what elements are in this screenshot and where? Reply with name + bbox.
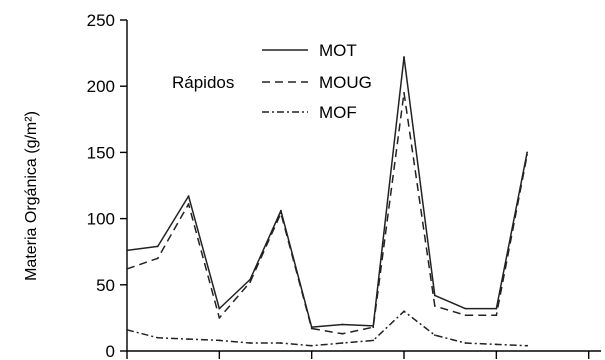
data-point-mof bbox=[279, 342, 282, 344]
y-tick-label: 0 bbox=[106, 342, 115, 360]
data-point-moug bbox=[156, 257, 159, 260]
data-point-moug bbox=[526, 154, 529, 156]
y-tick-label: 200 bbox=[87, 77, 115, 96]
y-tick-label: 150 bbox=[87, 143, 115, 162]
data-point-mot bbox=[310, 326, 313, 329]
y-tick-label: 250 bbox=[87, 11, 115, 30]
data-point-mof bbox=[526, 344, 529, 347]
data-point-mof bbox=[372, 339, 375, 342]
data-point-moug bbox=[279, 212, 282, 215]
data-point-mof bbox=[341, 342, 344, 344]
data-point-mot bbox=[279, 209, 282, 212]
data-point-mot bbox=[156, 245, 159, 248]
series-line-moug bbox=[126, 92, 528, 335]
y-tick-label: 100 bbox=[87, 210, 115, 229]
data-point-mof bbox=[249, 342, 252, 344]
data-point-moug bbox=[495, 314, 498, 317]
data-point-mot bbox=[218, 307, 221, 310]
y-axis-title: Materia Orgánica (g/m²) bbox=[23, 111, 40, 281]
data-point-mot bbox=[464, 307, 467, 310]
data-point-mof bbox=[403, 310, 405, 313]
data-point-mof bbox=[218, 339, 221, 342]
legend-label-moug: MOUG bbox=[319, 73, 372, 92]
data-point-mot bbox=[495, 307, 498, 310]
data-point-mof bbox=[187, 338, 190, 340]
data-point-mot bbox=[372, 324, 375, 327]
legend-label-mot: MOT bbox=[319, 41, 357, 60]
data-point-moug bbox=[403, 91, 405, 94]
data-point-moug bbox=[187, 203, 190, 205]
series-line-mot bbox=[126, 56, 528, 328]
axes: 0 50 100 150 200 250 bbox=[87, 11, 601, 360]
y-tick-label: 50 bbox=[96, 276, 115, 295]
data-point-mot bbox=[126, 249, 128, 252]
data-point-mot bbox=[341, 323, 344, 326]
data-point-mot bbox=[433, 294, 436, 297]
data-point-moug bbox=[310, 327, 313, 330]
data-point-mof bbox=[433, 334, 436, 337]
data-point-mof bbox=[310, 344, 313, 347]
data-point-moug bbox=[464, 314, 467, 317]
series-line-mof bbox=[126, 310, 528, 347]
data-point-moug bbox=[126, 268, 128, 270]
data-point-mot bbox=[526, 151, 529, 154]
legend-title: Rápidos bbox=[172, 73, 234, 92]
data-point-mot bbox=[403, 56, 405, 58]
data-point-mof bbox=[464, 342, 467, 344]
data-point-moug bbox=[249, 281, 252, 284]
legend-label-mof: MOF bbox=[319, 103, 357, 122]
data-point-moug bbox=[372, 326, 375, 329]
series-layer bbox=[126, 56, 529, 347]
data-point-mof bbox=[126, 328, 128, 331]
data-point-moug bbox=[341, 332, 344, 335]
legend: Rápidos MOT MOUG MOF bbox=[172, 41, 372, 122]
data-point-mot bbox=[187, 195, 190, 197]
data-point-mof bbox=[495, 343, 498, 346]
data-point-mof bbox=[156, 336, 159, 339]
data-point-moug bbox=[433, 305, 436, 307]
data-point-moug bbox=[218, 317, 221, 319]
